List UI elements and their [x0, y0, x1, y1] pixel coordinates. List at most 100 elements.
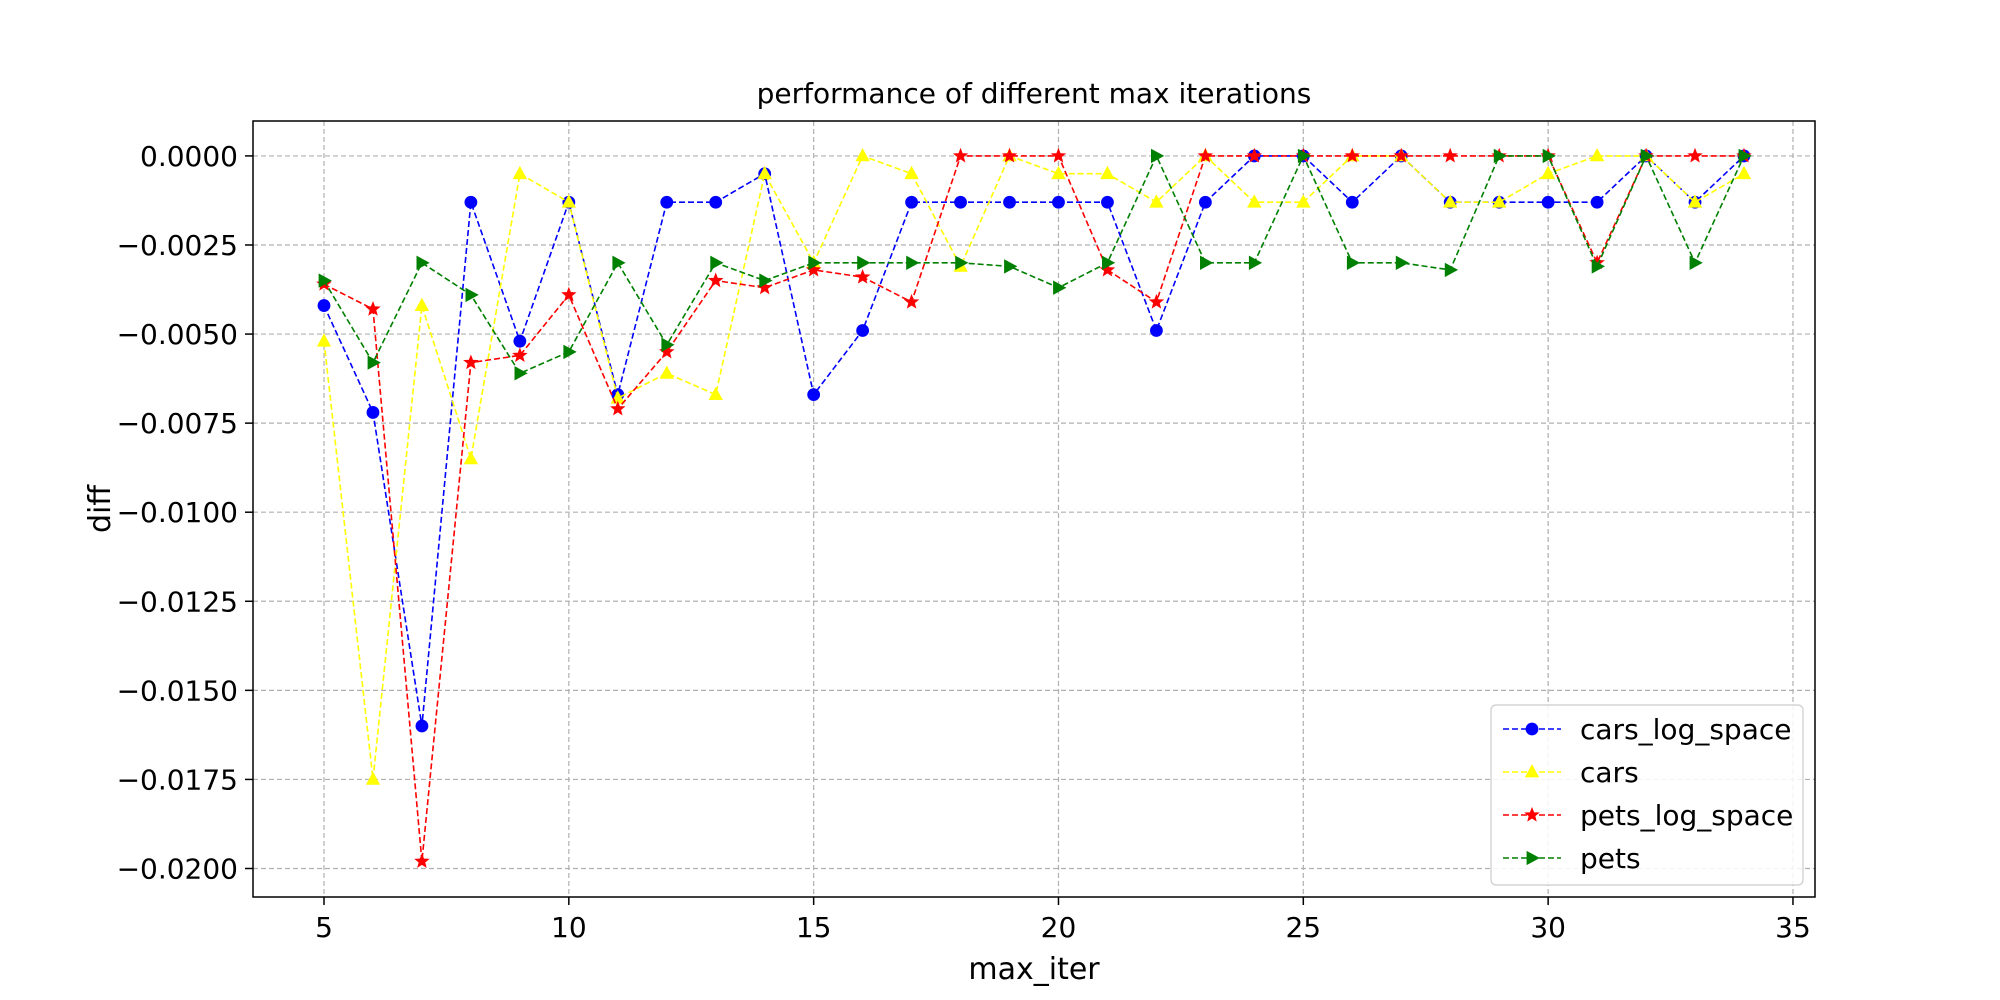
data-point-pets-log-space — [854, 268, 871, 284]
y-tick-label: −0.0125 — [117, 585, 238, 618]
data-point-pets-log-space — [1246, 147, 1263, 163]
data-point-pets-log-space — [1687, 147, 1703, 163]
data-point-cars-log-space — [317, 299, 331, 312]
series-line-pets — [323, 153, 1745, 375]
legend-item-cars: cars — [1503, 756, 1639, 789]
data-point-cars-log-space — [1198, 195, 1212, 209]
data-point-cars — [463, 450, 479, 465]
y-tick-label: 0.0000 — [140, 140, 238, 173]
data-point-pets — [955, 255, 969, 270]
data-point-pets — [612, 255, 626, 270]
data-point-cars — [1443, 194, 1458, 208]
data-point-pets-log-space — [365, 300, 381, 316]
series-cars — [316, 148, 1752, 785]
data-point-pets — [1297, 148, 1312, 164]
data-point-pets-log-space — [561, 286, 577, 302]
data-point-cars — [1492, 194, 1507, 208]
x-tick-label: 15 — [796, 911, 832, 944]
data-point-pets — [1395, 255, 1410, 270]
data-point-pets-log-space — [1148, 293, 1165, 309]
data-point-pets — [1102, 255, 1116, 270]
data-point-pets — [514, 366, 528, 381]
data-point-pets-log-space — [463, 354, 479, 370]
y-tick-label: −0.0050 — [117, 318, 238, 351]
legend-box — [1490, 704, 1804, 886]
data-point-pets-log-space — [952, 147, 969, 163]
x-tick-label: 30 — [1530, 911, 1566, 944]
data-point-cars-log-space — [1150, 324, 1163, 337]
data-point-pets — [563, 344, 577, 360]
data-point-cars — [1149, 194, 1164, 208]
data-point-pets — [1053, 280, 1067, 295]
data-point-cars-log-space — [1003, 195, 1016, 209]
data-point-cars-log-space — [954, 195, 967, 209]
data-point-cars — [1100, 165, 1115, 180]
data-point-cars-log-space — [856, 324, 870, 337]
legend-item-pets-log-space: pets_log_space — [1503, 799, 1793, 832]
legend-label: pets — [1580, 842, 1641, 875]
data-point-pets — [1542, 148, 1556, 164]
data-point-cars-log-space — [709, 195, 723, 209]
data-point-pets-log-space — [1442, 147, 1458, 163]
series-lines — [316, 147, 1752, 868]
y-tick-label: −0.0150 — [117, 674, 238, 707]
data-point-cars — [316, 333, 332, 347]
data-point-pets — [710, 255, 724, 270]
data-point-cars — [1736, 165, 1752, 180]
x-tick-label: 20 — [1041, 911, 1077, 944]
data-point-cars-log-space — [660, 195, 674, 209]
data-point-cars-log-space — [1101, 195, 1114, 209]
legend-item-cars-log-space: cars_log_space — [1503, 713, 1791, 746]
legend-label: cars_log_space — [1580, 713, 1791, 746]
data-point-cars — [855, 148, 870, 162]
data-point-pets — [416, 255, 430, 270]
legend-item-pets: pets — [1503, 842, 1641, 875]
series-cars-log-space — [317, 149, 1751, 733]
data-point-pets-log-space — [1001, 147, 1018, 163]
x-axis-label: max_iter — [968, 952, 1100, 987]
data-point-cars — [1687, 194, 1703, 208]
data-point-pets-log-space — [903, 293, 920, 309]
data-point-pets — [1200, 255, 1214, 270]
data-point-cars-log-space — [1052, 195, 1065, 209]
data-point-cars — [1051, 165, 1066, 180]
data-point-cars-log-space — [464, 195, 478, 209]
data-point-pets-log-space — [512, 347, 528, 363]
data-point-pets — [1248, 255, 1263, 270]
legend-marker — [1524, 764, 1540, 778]
data-point-cars — [757, 165, 772, 180]
legend-label: pets_log_space — [1580, 799, 1793, 832]
series-line-cars — [323, 154, 1745, 780]
data-point-pets-log-space — [1197, 147, 1214, 163]
data-point-pets — [1346, 255, 1361, 270]
data-point-cars — [1589, 148, 1605, 162]
data-point-pets-log-space — [1393, 147, 1409, 163]
data-point-cars — [659, 365, 674, 379]
series-pets — [318, 148, 1752, 381]
data-point-cars — [365, 771, 381, 785]
series-line-pets-log-space — [323, 155, 1744, 862]
legend-marker — [1524, 806, 1540, 822]
x-tick-label: 35 — [1775, 911, 1811, 944]
legend-marker — [1525, 722, 1539, 736]
data-point-cars-log-space — [415, 719, 429, 733]
x-tick-label: 10 — [551, 911, 587, 944]
data-point-pets — [1591, 259, 1605, 274]
data-point-pets-log-space — [1344, 147, 1360, 163]
data-point-pets — [318, 273, 332, 288]
y-tick-label: −0.0175 — [117, 763, 238, 796]
data-point-cars-log-space — [1590, 195, 1604, 209]
y-tick-label: −0.0200 — [117, 852, 238, 885]
data-point-pets-log-space — [414, 853, 430, 868]
y-axis-label: diff — [83, 484, 118, 533]
data-point-cars-log-space — [1541, 195, 1555, 209]
data-point-pets — [465, 287, 479, 303]
y-tick-label: −0.0075 — [117, 407, 238, 440]
data-point-cars-log-space — [366, 406, 380, 419]
axis-ticks: 5 10 15 20 25 30 35 0.0000 −0.0025 −0.0050 −0.0075… — [117, 140, 1811, 944]
data-point-pets — [808, 255, 822, 270]
data-point-cars — [1247, 194, 1262, 208]
y-tick-label: −0.0100 — [117, 496, 238, 529]
